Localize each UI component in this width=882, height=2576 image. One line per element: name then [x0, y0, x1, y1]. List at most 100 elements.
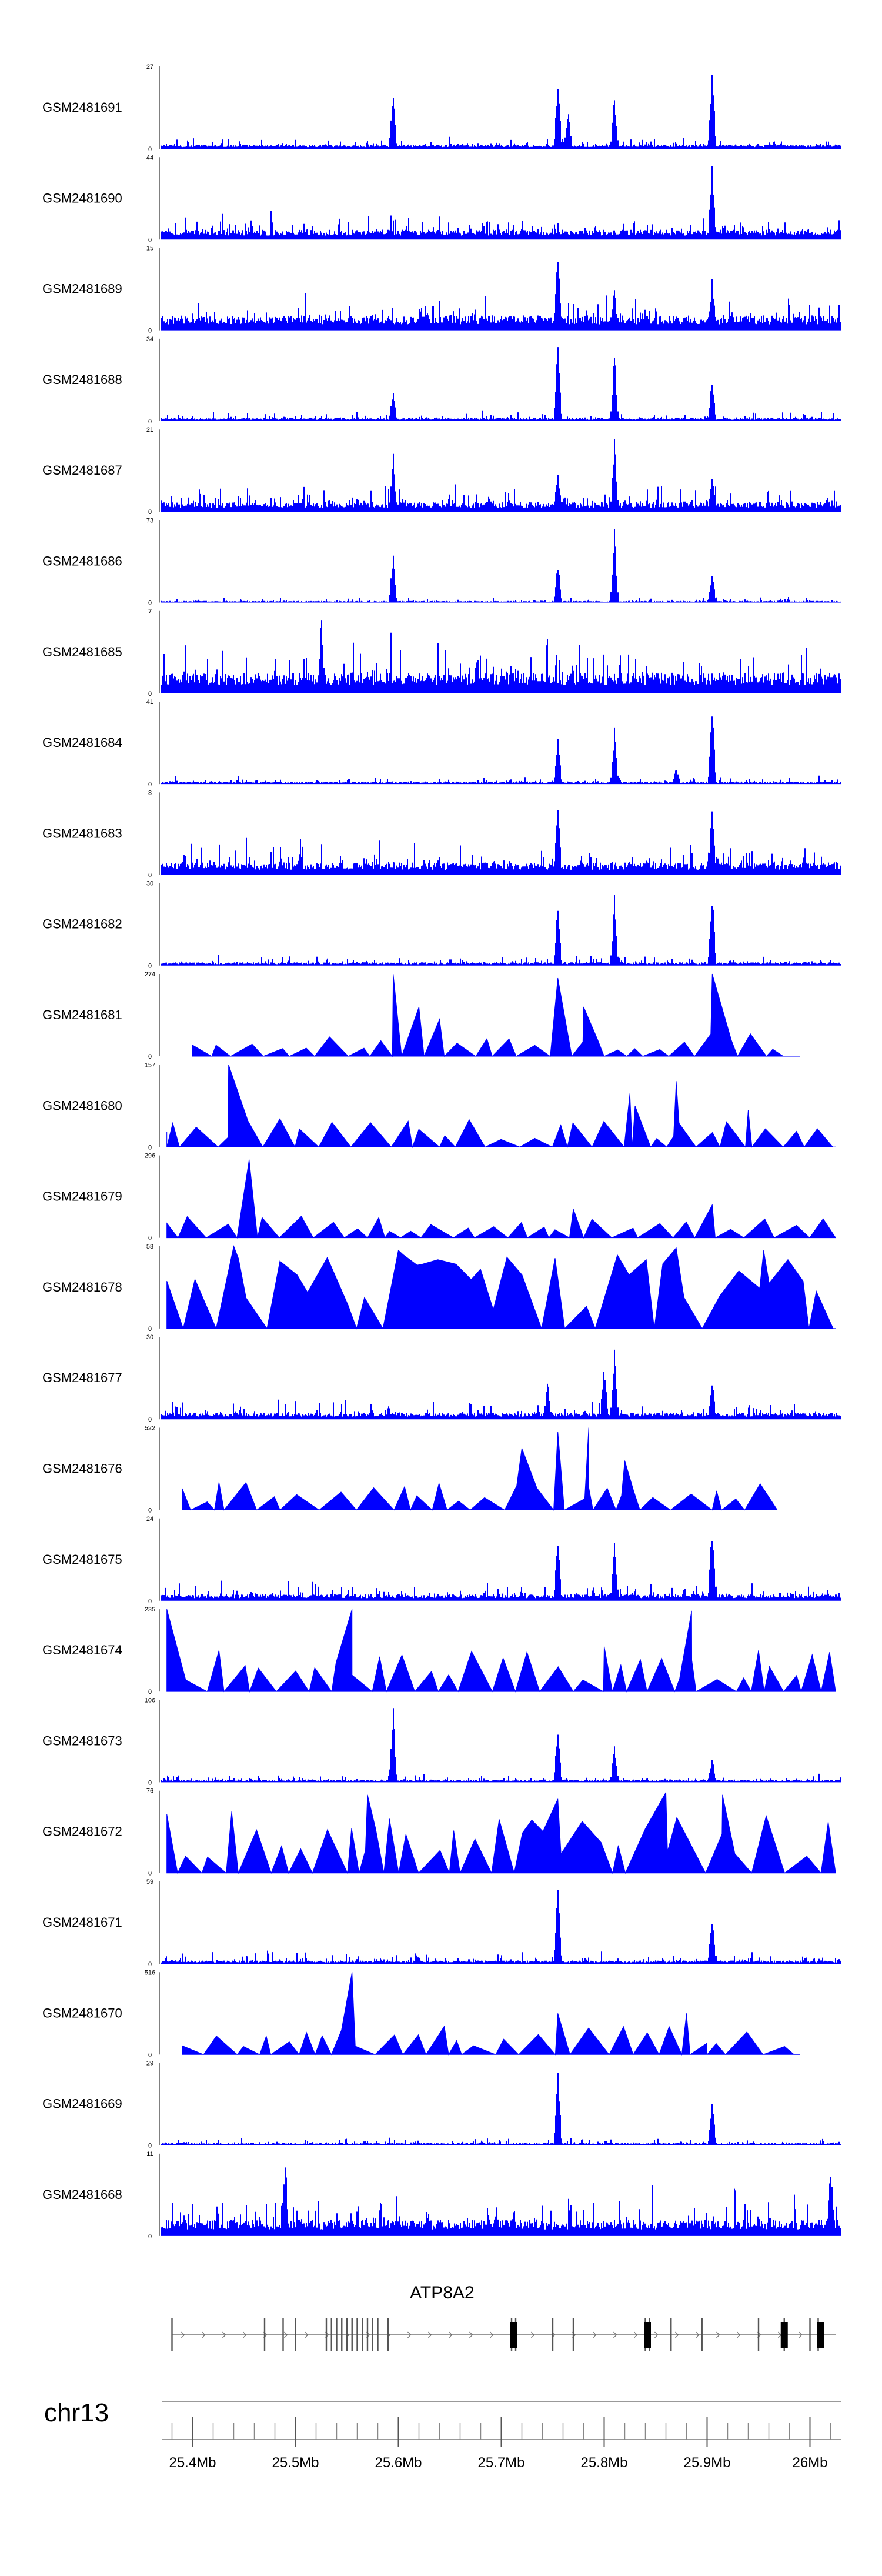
track-ymax-label: 21: [146, 426, 153, 433]
strand-arrow-icon: [490, 2331, 494, 2338]
track-GSM2481687: GSM2481687 21 0: [42, 426, 841, 516]
gene-exon: [366, 2318, 369, 2351]
coverage-signal: [161, 1708, 841, 1783]
track-ymin-label: 0: [148, 146, 152, 153]
coverage-signal: [161, 716, 841, 785]
track-GSM2481676: GSM2481676 522 0: [42, 1425, 779, 1514]
track-label: GSM2481680: [42, 1098, 122, 1113]
track-label: GSM2481677: [42, 1370, 122, 1385]
track-ymax-label: 58: [146, 1243, 153, 1250]
track-ymin-label: 0: [148, 2143, 152, 2150]
track-GSM2481683: GSM2481683 8 0: [42, 789, 841, 879]
strand-arrow-icon: [428, 2331, 432, 2338]
strand-arrow-icon: [243, 2331, 247, 2338]
track-label: GSM2481685: [42, 645, 122, 659]
strand-arrow-icon: [654, 2331, 659, 2338]
coverage-signal: [182, 1427, 779, 1511]
gene-exon: [757, 2318, 760, 2351]
gene-exon: [336, 2318, 338, 2351]
track-GSM2481685: GSM2481685 7 0: [42, 608, 841, 698]
track-label: GSM2481669: [42, 2097, 122, 2111]
track-label: GSM2481684: [42, 735, 122, 750]
track-ymax-label: 296: [145, 1153, 155, 1160]
track-ymin-label: 0: [148, 418, 152, 425]
axis-tick-label: 25.4Mb: [169, 2455, 216, 2471]
axis-tick-label: 25.9Mb: [683, 2455, 730, 2471]
gene-exon: [362, 2318, 363, 2351]
track-label: GSM2481673: [42, 1733, 122, 1748]
track-ymax-label: 29: [146, 2060, 153, 2067]
track-GSM2481672: GSM2481672 76 0: [42, 1788, 836, 1877]
coverage-signal: [161, 439, 841, 512]
track-ymax-label: 274: [145, 971, 155, 978]
track-ymax-label: 73: [146, 518, 153, 525]
track-GSM2481671: GSM2481671 59 0: [42, 1878, 841, 1968]
track-ymin-label: 0: [148, 1235, 152, 1242]
track-GSM2481689: GSM2481689 15 0: [42, 245, 841, 335]
strand-arrow-icon: [284, 2331, 288, 2338]
strand-arrow-icon: [407, 2331, 412, 2338]
track-ymin-label: 0: [148, 1870, 152, 1877]
gene-exon: [171, 2318, 173, 2351]
track-label: GSM2481671: [42, 1915, 122, 1930]
track-label: GSM2481686: [42, 554, 122, 569]
track-ymax-label: 76: [146, 1788, 153, 1795]
coverage-signal: [161, 529, 841, 603]
coverage-signal: [161, 166, 841, 240]
strand-arrow-icon: [799, 2331, 803, 2338]
track-ymax-label: 59: [146, 1878, 153, 1886]
coverage-signal: [161, 620, 841, 693]
track-label: GSM2481668: [42, 2187, 122, 2202]
track-ymin-label: 0: [148, 1053, 152, 1060]
coverage-tracks: GSM2481691270GSM2481690440GSM2481689150G…: [42, 64, 841, 2240]
track-ymax-label: 27: [146, 64, 153, 71]
strand-arrow-icon: [716, 2331, 720, 2338]
track-ymax-label: 34: [146, 336, 153, 343]
gene-exon: [341, 2318, 343, 2351]
gene-exon: [282, 2318, 284, 2351]
coverage-signal: [161, 1349, 841, 1420]
axis-tick-label: 25.8Mb: [580, 2455, 627, 2471]
track-ymin-label: 0: [148, 1598, 152, 1605]
coverage-signal: [161, 347, 841, 421]
coverage-signal: [166, 1791, 836, 1874]
gene-exon-coding: [817, 2322, 824, 2348]
track-label: GSM2481676: [42, 1461, 122, 1476]
coverage-signal: [166, 1159, 837, 1239]
coverage-signal: [182, 1972, 800, 2056]
track-ymin-label: 0: [148, 328, 152, 335]
coverage-signal: [161, 810, 841, 875]
gene-exon: [372, 2318, 373, 2351]
track-ymax-label: 30: [146, 880, 153, 887]
track-ymax-label: 235: [145, 1606, 155, 1613]
track-label: GSM2481674: [42, 1643, 122, 1657]
track-GSM2481669: GSM2481669 29 0: [42, 2060, 841, 2150]
chromosome-label: chr13: [44, 2398, 109, 2427]
strand-arrow-icon: [181, 2331, 185, 2338]
track-ymax-label: 7: [148, 608, 152, 615]
track-ymax-label: 106: [145, 1697, 155, 1704]
gene-exon: [809, 2318, 811, 2351]
axis-tick-label: 25.5Mb: [272, 2455, 319, 2471]
coverage-signal: [166, 1609, 836, 1693]
genome-axis: chr13 25.4Mb 25.5Mb 25.6Mb 25.7Mb 25.8Mb 25.9M…: [44, 2398, 841, 2471]
strand-arrow-icon: [634, 2331, 638, 2338]
strand-arrow-icon: [469, 2331, 473, 2338]
track-GSM2481688: GSM2481688 34 0: [42, 336, 841, 425]
track-GSM2481670: GSM2481670 516 0: [42, 1969, 800, 2058]
track-label: GSM2481690: [42, 191, 122, 205]
track-ymin-label: 0: [148, 2233, 152, 2240]
gene-exon: [377, 2318, 379, 2351]
coverage-signal: [166, 1065, 836, 1149]
track-GSM2481679: GSM2481679 296 0: [42, 1153, 837, 1242]
track-ymin-label: 0: [148, 600, 152, 607]
coverage-signal: [166, 1245, 836, 1330]
track-ymin-label: 0: [148, 236, 152, 243]
strand-arrow-icon: [613, 2331, 617, 2338]
track-ymax-label: 44: [146, 154, 153, 161]
track-label: GSM2481689: [42, 282, 122, 296]
track-GSM2481673: GSM2481673 106 0: [42, 1697, 841, 1786]
strand-arrow-icon: [593, 2331, 597, 2338]
gene-exon: [387, 2318, 389, 2351]
